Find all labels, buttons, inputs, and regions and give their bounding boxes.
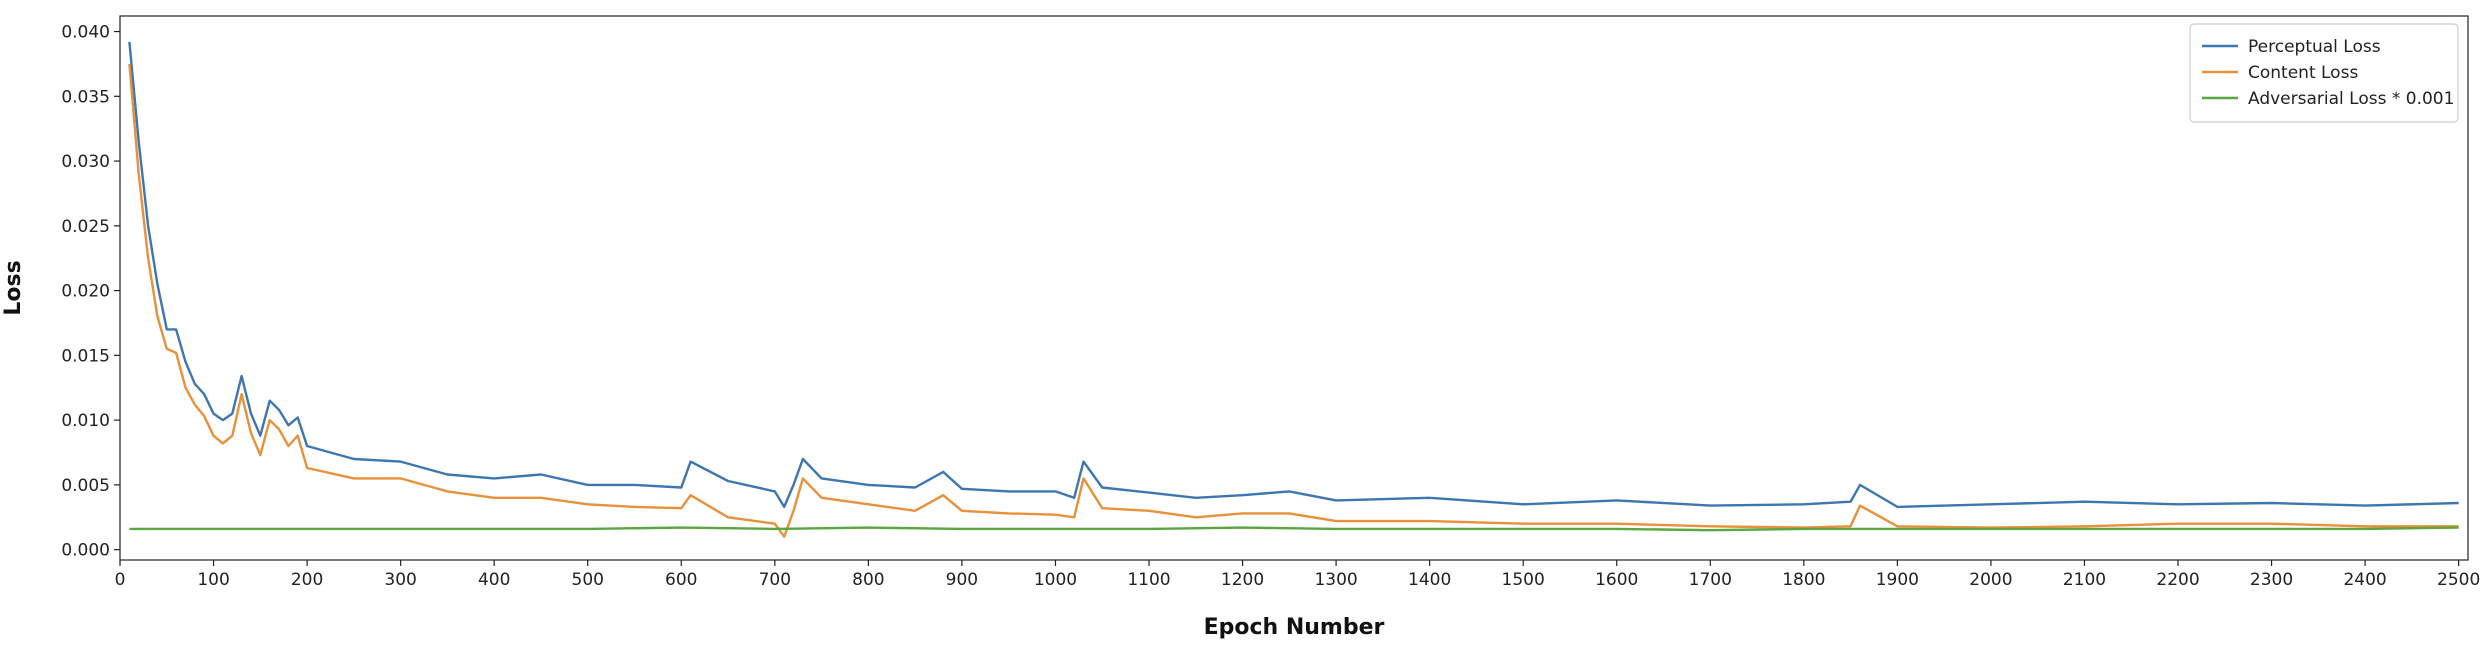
x-tick-label: 500: [572, 570, 604, 590]
x-tick-label: 1700: [1689, 570, 1732, 590]
x-tick-label: 1300: [1314, 570, 1357, 590]
plot-frame: [119, 15, 2469, 561]
x-axis: 0 100 200 300 400 500 600 700 800 900 1000 1100 1200…: [115, 560, 2480, 590]
series-line-perceptual-loss: [128, 41, 2459, 509]
y-axis-title: Loss: [1, 260, 26, 315]
x-tick-label: 300: [384, 570, 416, 590]
y-tick-label: 0.010: [61, 411, 110, 431]
legend-label: Perceptual Loss: [2248, 37, 2381, 57]
x-tick-label: 900: [946, 570, 978, 590]
legend: Perceptual Loss Content Loss Adversarial L…: [2189, 23, 2459, 123]
y-tick-label: 0.030: [61, 152, 110, 172]
y-tick-label: 0.020: [61, 282, 110, 302]
x-tick-label: 2100: [2063, 570, 2106, 590]
y-tick-label: 0.025: [61, 217, 110, 237]
legend-box: [2189, 23, 2459, 123]
x-tick-label: 1600: [1595, 570, 1638, 590]
x-tick-label: 400: [478, 570, 510, 590]
x-tick-label: 800: [852, 570, 884, 590]
x-tick-label: 1500: [1502, 570, 1545, 590]
series-layer: [128, 41, 2459, 538]
x-axis-title: Epoch Number: [1204, 615, 1385, 640]
y-tick-label: 0.040: [61, 23, 110, 43]
x-tick-label: 1100: [1127, 570, 1170, 590]
x-tick-label: 2300: [2250, 570, 2293, 590]
x-tick-label: 2000: [1969, 570, 2012, 590]
x-tick-label: 2400: [2343, 570, 2386, 590]
x-tick-label: 2200: [2156, 570, 2199, 590]
x-tick-label: 1400: [1408, 570, 1451, 590]
series-line-content-loss: [128, 63, 2459, 538]
x-tick-label: 600: [665, 570, 697, 590]
x-tick-label: 100: [197, 570, 229, 590]
x-tick-label: 1200: [1221, 570, 1264, 590]
legend-label: Adversarial Loss * 0.001: [2248, 89, 2454, 109]
y-tick-label: 0.000: [61, 541, 110, 561]
x-tick-label: 700: [759, 570, 791, 590]
x-tick-label: 200: [291, 570, 323, 590]
x-tick-label: 1900: [1876, 570, 1919, 590]
x-tick-label: 2500: [2437, 570, 2480, 590]
x-tick-label: 1000: [1034, 570, 1077, 590]
series-line-adversarial-loss-0-001: [129, 526, 2459, 532]
y-tick-label: 0.035: [61, 87, 110, 107]
legend-label: Content Loss: [2248, 63, 2358, 83]
x-tick-label: 1800: [1782, 570, 1825, 590]
y-tick-label: 0.015: [61, 346, 110, 366]
y-axis: 0.000 0.005 0.010 0.015 0.020 0.025 0.030 0.035…: [61, 23, 120, 561]
y-tick-label: 0.005: [61, 476, 110, 496]
x-tick-label: 0: [115, 570, 126, 590]
